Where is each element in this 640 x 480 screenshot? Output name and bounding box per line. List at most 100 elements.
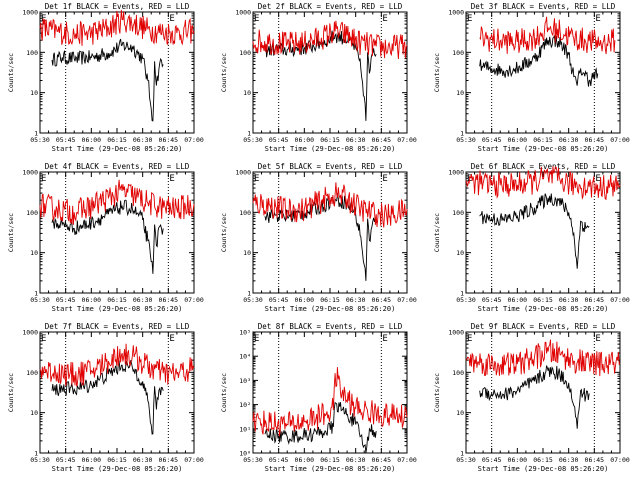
y-tick-label: 1000	[22, 329, 38, 337]
x-tick-label: 06:45	[372, 296, 392, 304]
e-marker: E	[382, 174, 387, 184]
e-marker: E	[254, 14, 259, 24]
y-tick-label: 1000	[448, 169, 464, 177]
x-tick-label: 06:30	[559, 296, 579, 304]
e-marker: E	[595, 334, 600, 344]
plot-frame	[252, 11, 408, 134]
y-tick-label: 10	[30, 89, 38, 97]
x-axis-label: Start Time (29-Dec-08 05:26:20)	[265, 305, 396, 313]
y-tick-label: 100	[26, 49, 38, 57]
x-tick-label: 07:00	[610, 296, 630, 304]
e-marker: E	[169, 334, 174, 344]
y-tick-label: 10	[30, 249, 38, 257]
e-marker: E	[467, 334, 472, 344]
x-tick-label: 06:00	[82, 136, 102, 144]
x-tick-label: 07:00	[397, 136, 417, 144]
e-marker: E	[254, 334, 259, 344]
x-tick-label: 06:00	[82, 456, 102, 464]
x-tick-label: 07:00	[397, 296, 417, 304]
x-tick-label: 05:30	[30, 296, 50, 304]
y-tick-label: 10	[456, 249, 464, 257]
y-tick-label: 1	[34, 130, 38, 138]
y-tick-label: 1	[460, 130, 464, 138]
e-marker: E	[169, 174, 174, 184]
y-tick-label: 100	[452, 209, 464, 217]
e-marker: E	[41, 174, 46, 184]
x-tick-label: 06:30	[133, 136, 153, 144]
plot-frame	[39, 11, 195, 134]
lld-series-line	[39, 343, 195, 387]
panel-title: Det 6f BLACK = Events, RED = LLD	[471, 162, 616, 171]
lld-series-line	[479, 16, 616, 55]
y-tick-label: 10⁴	[239, 353, 251, 361]
x-axis-label: Start Time (29-Dec-08 05:26:20)	[52, 465, 183, 473]
x-tick-label: 05:45	[269, 136, 289, 144]
events-series-line	[479, 193, 590, 269]
x-tick-label: 05:45	[56, 136, 76, 144]
y-axis-label: Counts/sec	[7, 213, 15, 252]
y-tick-label: 100	[239, 209, 251, 217]
x-tick-label: 05:45	[482, 136, 502, 144]
detector-panel: Det 8f BLACK = Events, RED = LLD 10⁰ 10¹ 10…	[220, 322, 417, 473]
x-tick-label: 07:00	[184, 456, 204, 464]
x-tick-label: 06:00	[295, 456, 315, 464]
y-tick-label: 1	[34, 290, 38, 298]
y-tick-label: 10⁰	[239, 450, 251, 458]
x-axis-label: Start Time (29-Dec-08 05:26:20)	[265, 145, 396, 153]
y-tick-label: 1000	[22, 9, 38, 17]
lld-series-line	[252, 367, 408, 437]
x-tick-label: 06:30	[133, 296, 153, 304]
events-series-line	[479, 34, 599, 87]
lld-series-line	[465, 339, 621, 377]
x-tick-label: 06:45	[585, 136, 605, 144]
panel-title: Det 5f BLACK = Events, RED = LLD	[258, 162, 403, 171]
e-marker: E	[41, 14, 46, 24]
x-tick-label: 07:00	[184, 136, 204, 144]
y-axis-label: Counts/sec	[220, 213, 228, 252]
y-axis-label: Counts/sec	[433, 213, 441, 252]
y-axis-label: Counts/sec	[433, 53, 441, 92]
x-axis-label: Start Time (29-Dec-08 05:26:20)	[52, 305, 183, 313]
y-tick-label: 1	[34, 450, 38, 458]
y-axis-label: Counts/sec	[7, 53, 15, 92]
x-tick-label: 05:30	[243, 456, 263, 464]
lld-series-line	[39, 9, 195, 46]
panel-title: Det 2f BLACK = Events, RED = LLD	[258, 2, 403, 11]
x-tick-label: 05:45	[269, 296, 289, 304]
x-tick-label: 07:00	[397, 456, 417, 464]
x-tick-label: 06:30	[559, 136, 579, 144]
x-tick-label: 06:15	[107, 136, 127, 144]
x-tick-label: 07:00	[184, 296, 204, 304]
x-tick-label: 06:30	[133, 456, 153, 464]
x-tick-label: 06:15	[533, 296, 553, 304]
x-tick-label: 06:45	[585, 456, 605, 464]
x-tick-label: 06:15	[107, 296, 127, 304]
detector-panel: Det 9f BLACK = Events, RED = LLD 1 10 100 10…	[433, 322, 630, 473]
y-tick-label: 1000	[235, 9, 251, 17]
x-tick-label: 06:45	[372, 456, 392, 464]
y-tick-label: 10	[243, 89, 251, 97]
y-tick-label: 1000	[448, 9, 464, 17]
events-series-line	[51, 38, 164, 122]
x-tick-label: 05:45	[56, 456, 76, 464]
y-axis-label: Counts/sec	[220, 373, 228, 412]
x-tick-label: 05:30	[30, 136, 50, 144]
lld-series-line	[39, 179, 195, 225]
y-tick-label: 100	[26, 209, 38, 217]
events-series-line	[51, 199, 164, 274]
x-axis-label: Start Time (29-Dec-08 05:26:20)	[52, 145, 183, 153]
x-tick-label: 06:15	[533, 456, 553, 464]
x-tick-label: 06:00	[295, 296, 315, 304]
y-tick-label: 10²	[239, 401, 251, 409]
x-tick-label: 06:15	[320, 296, 340, 304]
x-axis-label: Start Time (29-Dec-08 05:26:20)	[265, 465, 396, 473]
x-tick-label: 06:15	[320, 136, 340, 144]
detector-panel: Det 1f BLACK = Events, RED = LLD 1 10 100 10…	[7, 2, 204, 153]
x-tick-label: 05:45	[482, 296, 502, 304]
y-tick-label: 10	[456, 89, 464, 97]
x-tick-label: 05:30	[243, 136, 263, 144]
detector-panel: Det 6f BLACK = Events, RED = LLD 1 10 100 10…	[433, 162, 630, 313]
y-tick-label: 10	[456, 409, 464, 417]
e-marker: E	[169, 14, 174, 24]
lld-series-line	[252, 20, 408, 60]
